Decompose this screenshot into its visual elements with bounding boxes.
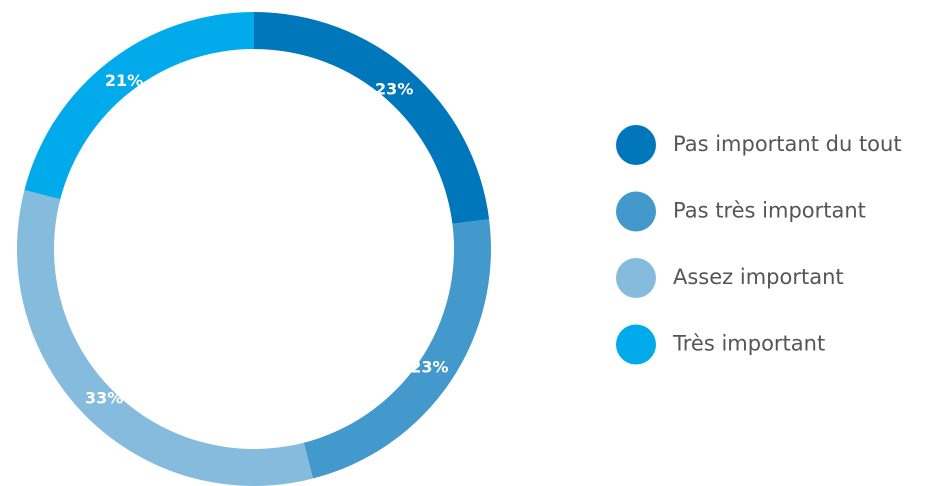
- legend-label: Pas très important: [673, 199, 866, 223]
- legend-label: Pas important du tout: [673, 132, 902, 156]
- value-label: 21%: [105, 71, 143, 90]
- legend-swatch: [616, 258, 656, 298]
- legend-label: Très important: [672, 332, 825, 356]
- legend-swatch: [616, 191, 656, 232]
- value-label: 23%: [410, 358, 448, 377]
- legend-swatch: [616, 324, 656, 365]
- donut-segment: [17, 190, 313, 486]
- donut-segment: [303, 219, 491, 479]
- legend-swatch: [616, 125, 656, 165]
- value-label: 33%: [85, 388, 123, 407]
- legend-label: Assez important: [673, 265, 844, 289]
- value-label: 23%: [375, 79, 413, 98]
- donut-segment: [24, 12, 255, 200]
- donut-segment: [254, 12, 490, 224]
